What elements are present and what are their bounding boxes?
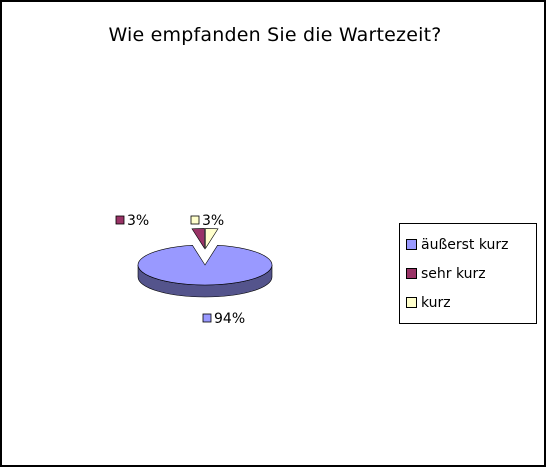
data-label-text: 3% bbox=[202, 213, 224, 229]
data-label-1: 3% bbox=[115, 213, 149, 229]
legend-swatch-sehr-kurz bbox=[406, 268, 417, 279]
data-label-swatch bbox=[202, 313, 212, 323]
chart-title: Wie empfanden Sie die Wartezeit? bbox=[108, 24, 442, 46]
pie-slice-0 bbox=[137, 245, 273, 298]
legend-item: sehr kurz bbox=[406, 259, 532, 288]
pie-slice-2 bbox=[205, 228, 219, 250]
legend-item: äußerst kurz bbox=[406, 230, 532, 259]
data-label-swatch bbox=[190, 215, 200, 225]
data-label-swatch bbox=[115, 215, 125, 225]
chart-legend: äußerst kurz sehr kurz kurz bbox=[399, 223, 537, 324]
legend-swatch-aeusserst-kurz bbox=[406, 239, 417, 250]
pie-slice-1 bbox=[191, 228, 205, 250]
legend-label: kurz bbox=[421, 294, 451, 311]
legend-label: sehr kurz bbox=[421, 265, 486, 282]
legend-item: kurz bbox=[406, 288, 532, 317]
data-label-text: 3% bbox=[127, 213, 149, 229]
legend-label: äußerst kurz bbox=[421, 236, 509, 253]
data-label-text: 94% bbox=[214, 311, 245, 327]
data-label-0: 94% bbox=[202, 311, 245, 327]
legend-swatch-kurz bbox=[406, 297, 417, 308]
data-label-2: 3% bbox=[190, 213, 224, 229]
